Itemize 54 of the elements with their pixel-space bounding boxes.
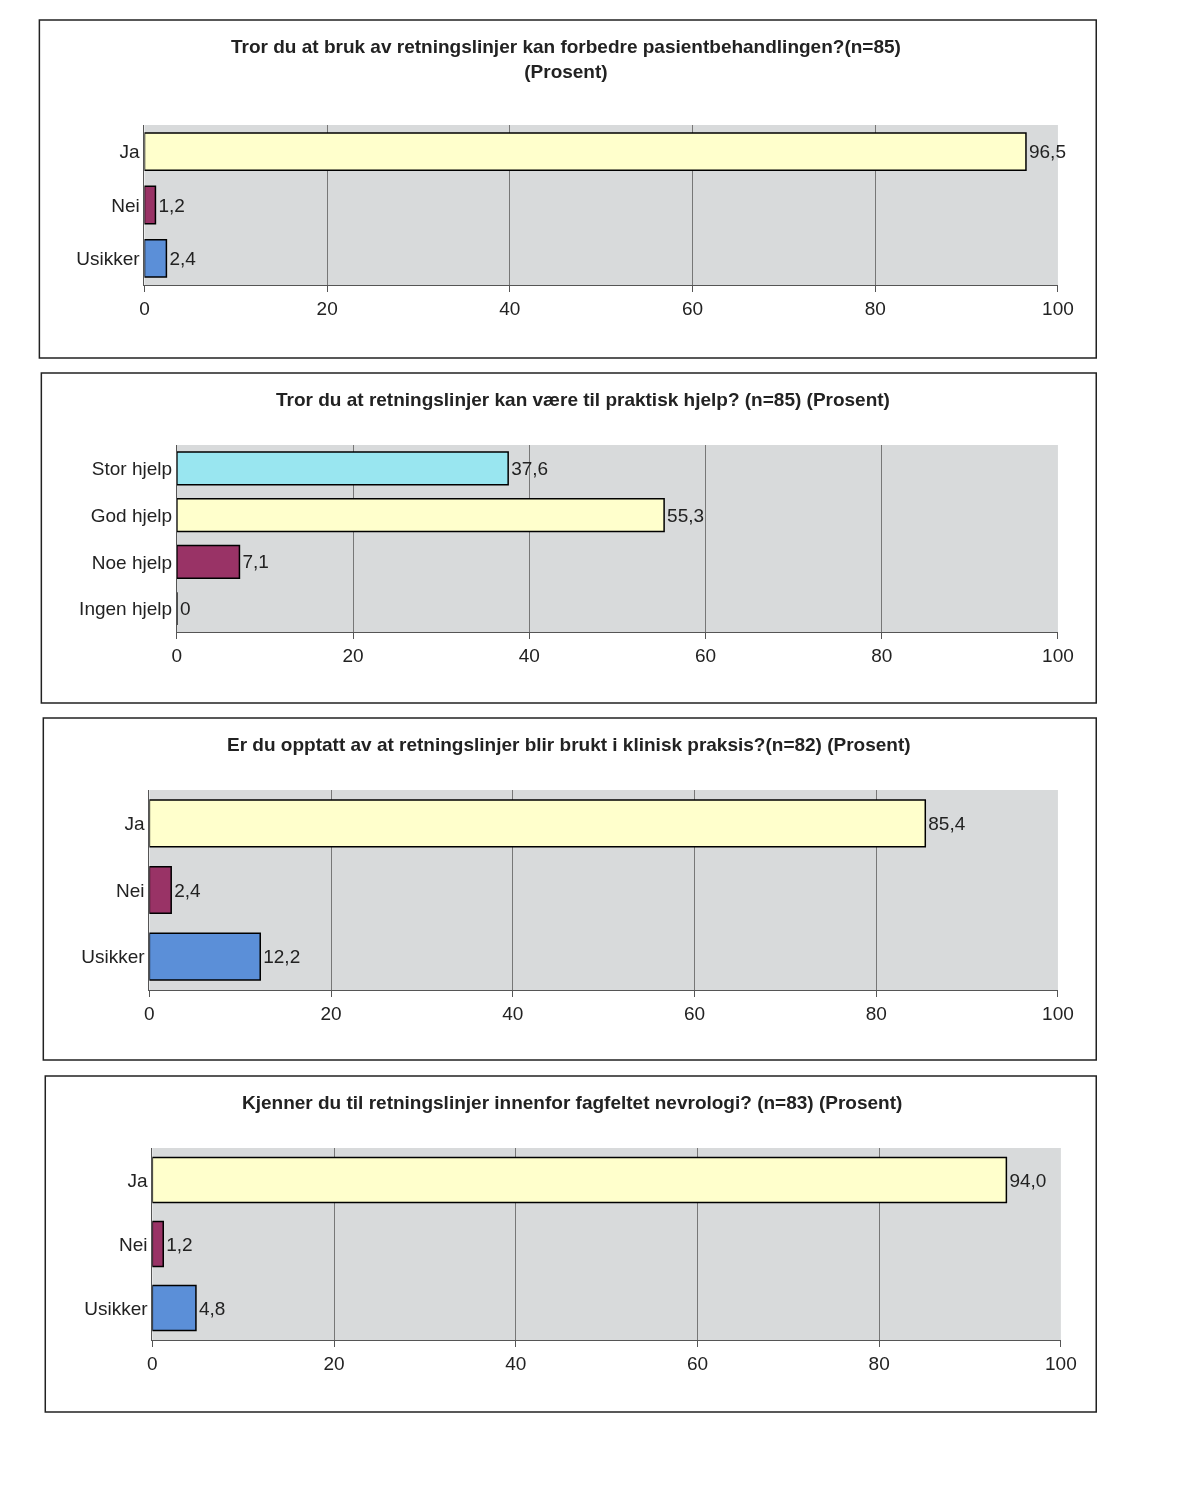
x-tick-label: 20 xyxy=(342,644,364,666)
chart-title: Kjenner du til retningslinjer innenfor fagfeltet nevrologi? (n=83) (Prosent) xyxy=(242,1092,903,1113)
y-tick-label: Noe hjelp xyxy=(91,551,173,573)
x-tick-label: 20 xyxy=(323,1352,345,1374)
x-tick-label: 0 xyxy=(147,1352,158,1374)
x-tick-label: 80 xyxy=(864,297,886,319)
x-tick-label: 40 xyxy=(499,297,521,319)
y-tick-label: God hjelp xyxy=(90,504,173,526)
y-tick-label: Nei xyxy=(116,879,145,901)
x-tick-label: 100 xyxy=(1042,644,1074,666)
x-tick-label: 60 xyxy=(683,1002,706,1024)
y-tick-label: Usikker xyxy=(76,247,141,269)
x-tick-label: 80 xyxy=(871,644,893,666)
x-tick-label: 100 xyxy=(1042,297,1074,319)
x-tick-label: 80 xyxy=(868,1352,890,1374)
x-tick-label: 60 xyxy=(681,297,704,319)
data-label: 1,2 xyxy=(166,1233,193,1255)
x-tick-label: 0 xyxy=(171,644,183,666)
x-tick-label: 80 xyxy=(865,1002,887,1024)
x-tick-label: 60 xyxy=(686,1352,709,1374)
data-label: 4,8 xyxy=(198,1297,226,1319)
data-label: 12,2 xyxy=(263,946,301,968)
y-tick-label: Usikker xyxy=(81,946,146,968)
data-label: 7,1 xyxy=(242,551,269,573)
data-label: 85,4 xyxy=(928,812,966,834)
y-tick-label: Ja xyxy=(127,1169,148,1191)
x-tick-label: 0 xyxy=(139,297,150,319)
x-tick-label: 20 xyxy=(316,297,338,319)
data-label: 1,2 xyxy=(158,194,185,216)
x-tick-label: 40 xyxy=(502,1002,524,1024)
data-label: 2,4 xyxy=(169,247,197,269)
y-tick-label: Ingen hjelp xyxy=(79,598,173,620)
data-label: 0 xyxy=(179,598,191,620)
y-tick-label: Stor hjelp xyxy=(91,458,173,480)
y-tick-label: Nei xyxy=(111,194,140,216)
y-tick-label: Usikker xyxy=(84,1297,149,1319)
data-label: 96,5 xyxy=(1028,141,1066,163)
data-label: 55,3 xyxy=(667,504,705,526)
chart-title: Tror du at bruk av retningslinjer kan forbedre pasientbehandlingen?(n=85) (Prosent) xyxy=(231,36,901,82)
x-tick-label: 20 xyxy=(320,1002,342,1024)
y-tick-label: Nei xyxy=(119,1233,148,1255)
data-label: 2,4 xyxy=(174,879,202,901)
x-tick-label: 100 xyxy=(1045,1352,1077,1374)
y-tick-label: Ja xyxy=(119,141,141,163)
chart-title: Er du opptatt av at retningslinjer blir brukt i klinisk praksis?(n=82) (Prosent) xyxy=(227,734,911,755)
y-tick-label: Ja xyxy=(124,812,146,834)
data-label: 37,6 xyxy=(511,457,549,479)
x-tick-label: 40 xyxy=(518,644,540,666)
data-label: 94,0 xyxy=(1009,1169,1047,1191)
x-tick-label: 40 xyxy=(505,1352,527,1374)
x-tick-label: 0 xyxy=(144,1002,155,1024)
chart-title: Tror du at retningslinjer kan være til praktisk hjelp? (n=85) (Prosent) xyxy=(276,389,890,410)
x-tick-label: 60 xyxy=(694,644,717,666)
x-tick-label: 100 xyxy=(1042,1002,1074,1024)
